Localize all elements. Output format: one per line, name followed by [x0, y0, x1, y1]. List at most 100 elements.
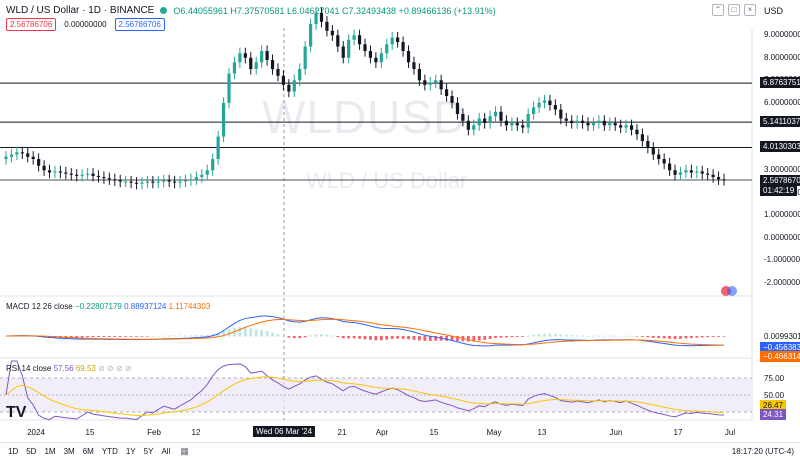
- candle-body[interactable]: [374, 57, 378, 63]
- candle-body[interactable]: [428, 82, 432, 85]
- timeframe-button-3m[interactable]: 3M: [63, 447, 75, 456]
- candle-body[interactable]: [145, 181, 150, 183]
- candle-body[interactable]: [657, 154, 661, 160]
- candle-body[interactable]: [265, 51, 269, 61]
- candle-body[interactable]: [602, 120, 606, 126]
- candle-body[interactable]: [624, 125, 628, 128]
- candle-body[interactable]: [238, 53, 242, 63]
- candle-body[interactable]: [205, 170, 209, 175]
- candle-body[interactable]: [722, 179, 726, 181]
- candle-body[interactable]: [249, 57, 253, 70]
- candle-body[interactable]: [287, 84, 291, 92]
- buy-price-button[interactable]: 2.56786706: [114, 18, 165, 31]
- candle-body[interactable]: [368, 51, 373, 58]
- candle-body[interactable]: [281, 75, 286, 85]
- candle-body[interactable]: [330, 30, 334, 36]
- candle-body[interactable]: [695, 171, 699, 173]
- candle-body[interactable]: [37, 159, 41, 166]
- candle-body[interactable]: [537, 102, 541, 108]
- timeframe-button-1d[interactable]: 1D: [8, 447, 19, 456]
- candle-body[interactable]: [124, 181, 128, 183]
- candle-body[interactable]: [260, 51, 264, 63]
- candle-body[interactable]: [162, 180, 166, 182]
- candle-body[interactable]: [341, 46, 345, 58]
- symbol-title[interactable]: WLD / US Dollar · 1D · BINANCE: [6, 5, 155, 16]
- candle-body[interactable]: [499, 111, 503, 121]
- candle-body[interactable]: [379, 53, 383, 63]
- candle-body[interactable]: [640, 134, 645, 142]
- candle-body[interactable]: [216, 136, 220, 160]
- candle-body[interactable]: [129, 181, 133, 183]
- timeframe-button-5y[interactable]: 5Y: [143, 447, 154, 456]
- candle-body[interactable]: [613, 123, 617, 126]
- candle-body[interactable]: [515, 123, 519, 126]
- candle-body[interactable]: [85, 173, 90, 175]
- candle-body[interactable]: [521, 125, 525, 128]
- candle-body[interactable]: [711, 174, 715, 178]
- candle-body[interactable]: [570, 120, 574, 124]
- rsi-legend[interactable]: RSI 14 close 57.56 69.53 ⊘ ⊘ ⊘ ⊘: [6, 364, 132, 373]
- candle-body[interactable]: [450, 96, 454, 103]
- candle-body[interactable]: [385, 44, 389, 54]
- candle-body[interactable]: [20, 152, 24, 154]
- candle-body[interactable]: [173, 181, 177, 183]
- candle-body[interactable]: [504, 120, 509, 126]
- candle-body[interactable]: [336, 35, 340, 47]
- macd-legend[interactable]: MACD 12 26 close −0.22807179 0.88937124 …: [6, 302, 210, 311]
- candle-body[interactable]: [58, 171, 62, 173]
- candle-body[interactable]: [347, 39, 351, 58]
- candle-body[interactable]: [91, 173, 95, 176]
- candle-body[interactable]: [156, 181, 160, 183]
- candle-body[interactable]: [140, 182, 144, 184]
- candle-body[interactable]: [406, 51, 411, 63]
- candle-body[interactable]: [526, 114, 530, 128]
- candle-body[interactable]: [276, 69, 280, 76]
- candle-body[interactable]: [412, 62, 416, 70]
- candle-body[interactable]: [417, 69, 421, 81]
- candle-body[interactable]: [439, 80, 443, 90]
- candle-body[interactable]: [477, 118, 481, 126]
- candle-body[interactable]: [194, 177, 198, 180]
- candle-body[interactable]: [363, 44, 367, 52]
- candle-body[interactable]: [47, 170, 52, 173]
- timeframe-button-5d[interactable]: 5D: [26, 447, 37, 456]
- candle-body[interactable]: [270, 60, 275, 70]
- candle-body[interactable]: [75, 174, 79, 176]
- earnings-event-icon[interactable]: [720, 284, 740, 298]
- candle-body[interactable]: [493, 111, 498, 117]
- candle-body[interactable]: [390, 37, 394, 45]
- candle-body[interactable]: [684, 170, 688, 173]
- candle-body[interactable]: [423, 80, 427, 85]
- candle-body[interactable]: [4, 156, 8, 160]
- timeframe-button-1m[interactable]: 1M: [44, 447, 56, 456]
- candle-body[interactable]: [80, 174, 84, 176]
- candle-body[interactable]: [113, 179, 117, 181]
- candle-body[interactable]: [26, 153, 30, 157]
- candle-body[interactable]: [151, 181, 155, 183]
- candle-body[interactable]: [716, 177, 721, 180]
- currency-selector[interactable]: USD: [764, 6, 784, 16]
- candle-body[interactable]: [178, 181, 182, 183]
- maximize-icon[interactable]: □: [728, 4, 740, 16]
- candle-body[interactable]: [553, 105, 557, 110]
- candle-body[interactable]: [96, 175, 101, 178]
- tradingview-logo-icon[interactable]: TV: [6, 404, 27, 421]
- candle-body[interactable]: [444, 89, 449, 97]
- candle-body[interactable]: [629, 125, 634, 130]
- candle-body[interactable]: [221, 102, 226, 137]
- candle-body[interactable]: [31, 156, 35, 160]
- candle-body[interactable]: [706, 173, 710, 175]
- candle-body[interactable]: [309, 24, 313, 47]
- candle-body[interactable]: [200, 174, 204, 178]
- candle-body[interactable]: [559, 109, 563, 119]
- candle-body[interactable]: [483, 118, 487, 124]
- candle-body[interactable]: [564, 118, 568, 121]
- candle-body[interactable]: [488, 116, 492, 124]
- candle-body[interactable]: [532, 107, 536, 115]
- candle-body[interactable]: [227, 73, 231, 103]
- candle-body[interactable]: [102, 177, 106, 179]
- timeframe-button-6m[interactable]: 6M: [82, 447, 94, 456]
- candle-body[interactable]: [619, 125, 623, 128]
- candle-body[interactable]: [15, 152, 19, 155]
